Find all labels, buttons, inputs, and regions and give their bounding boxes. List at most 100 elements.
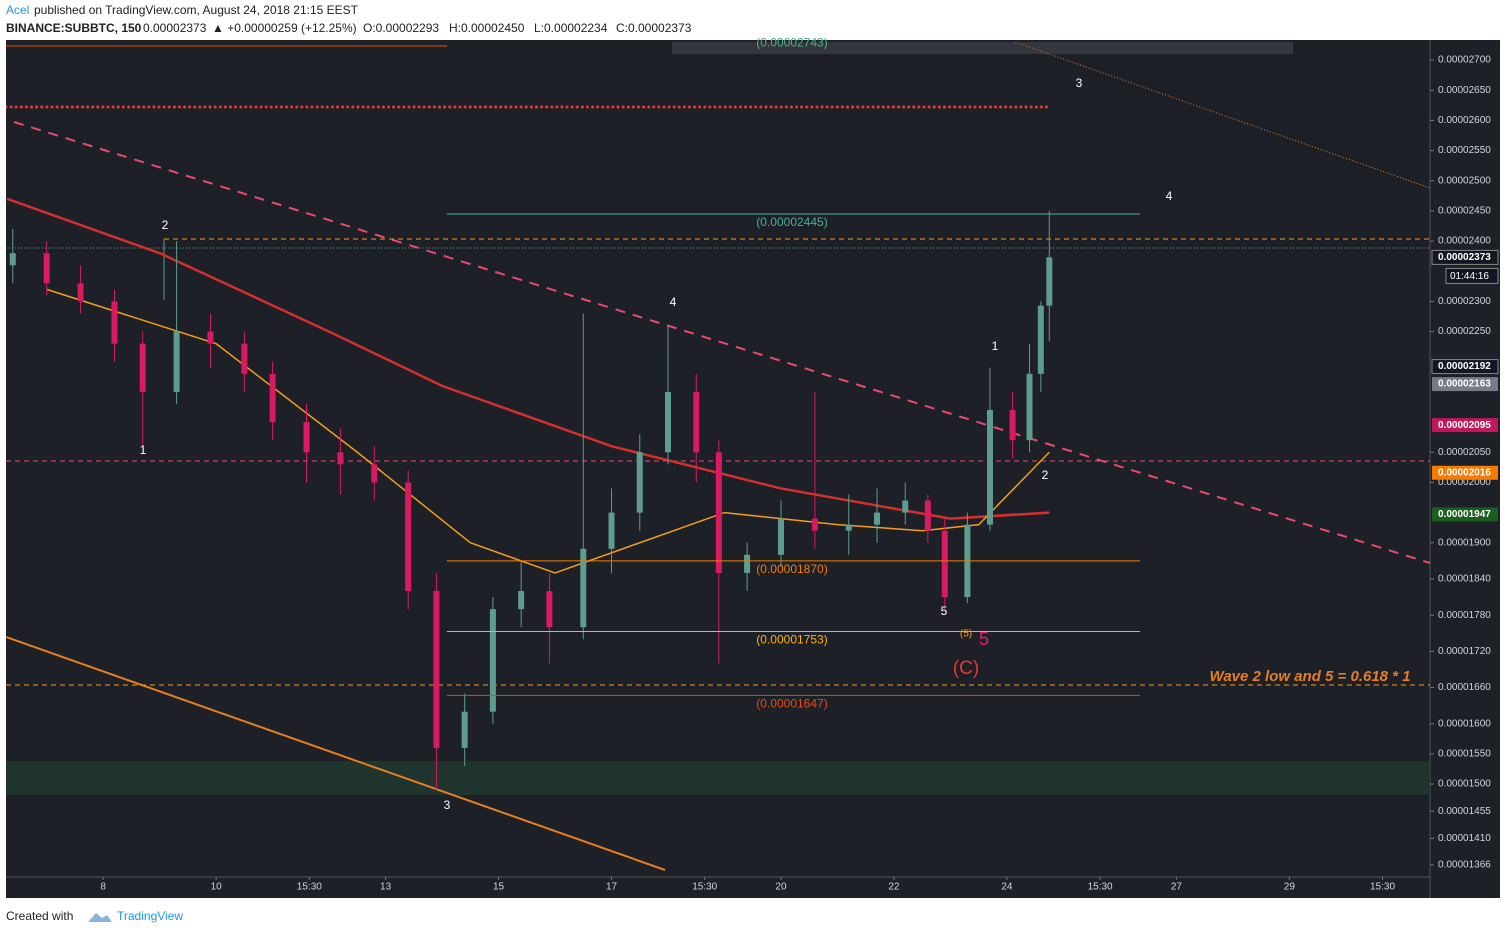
candle-body <box>924 500 931 531</box>
candle-body <box>715 452 722 573</box>
price-badge <box>1432 418 1498 433</box>
price-badge-label: 0.00002095 <box>1438 420 1491 431</box>
level-label: (0.00001647) <box>756 697 827 711</box>
candle-body <box>1026 373 1033 441</box>
candle-body <box>811 518 818 531</box>
y-tick-label: 0.00002300 <box>1438 296 1491 307</box>
wave-label: 1 <box>992 339 999 353</box>
x-tick-label: 29 <box>1284 882 1296 893</box>
candle-body <box>173 331 180 392</box>
dotted-line <box>1014 42 1430 189</box>
y-tick-label: 0.00002250 <box>1438 326 1491 337</box>
candle-body <box>433 591 440 748</box>
y-tick-label: 0.00002400 <box>1438 236 1491 247</box>
y-tick-label: 0.00002500 <box>1438 175 1491 186</box>
y-tick-label: 0.00001550 <box>1438 749 1491 760</box>
candle-body <box>636 452 643 513</box>
tv-logo <box>88 913 112 922</box>
candle-body <box>337 452 344 465</box>
candle-body <box>111 301 118 344</box>
wave-label: (C) <box>953 658 979 679</box>
trend-line <box>13 121 1430 564</box>
x-tick-label: 13 <box>380 882 392 893</box>
x-tick-label: 22 <box>888 882 900 893</box>
y-tick-label: 0.00001840 <box>1438 574 1491 585</box>
y-tick-label: 0.00001410 <box>1438 833 1491 844</box>
y-tick-label: 0.00001366 <box>1438 860 1491 871</box>
candle-body <box>845 524 852 531</box>
candle-body <box>1009 410 1016 441</box>
x-tick-label: 8 <box>100 882 106 893</box>
open: O:0.00002293 <box>363 21 439 35</box>
price-badge <box>1432 507 1498 522</box>
y-tick-label: 0.00001720 <box>1438 646 1491 657</box>
candle-body <box>139 343 146 392</box>
wave-label: 3 <box>1076 76 1083 90</box>
candle-body <box>777 518 784 555</box>
footer-brand[interactable]: TradingView <box>117 909 183 923</box>
candle-body <box>303 422 310 453</box>
support-zone <box>6 761 1430 795</box>
price-badge <box>1432 377 1498 392</box>
price-badge-label: 0.00001947 <box>1438 509 1491 520</box>
moving-average <box>46 288 1050 574</box>
wave-label: 4 <box>670 295 677 309</box>
x-tick-label: 15:30 <box>297 882 322 893</box>
level-label: (0.00001870) <box>756 562 827 576</box>
countdown-bg <box>1445 267 1499 284</box>
candle-body <box>371 464 378 483</box>
wave-label: 2 <box>1042 468 1049 482</box>
low: L:0.00002234 <box>534 21 608 35</box>
price-badge <box>1431 359 1499 375</box>
candle-body <box>241 343 248 374</box>
price-badge-label: 0.00002373 <box>1438 252 1491 263</box>
x-tick-label: 27 <box>1171 882 1183 893</box>
candle-body <box>665 391 672 453</box>
x-tick-label: 20 <box>775 882 787 893</box>
wave-label: 5 <box>941 604 948 618</box>
candle-body <box>874 512 881 525</box>
price-badge <box>1432 465 1498 480</box>
x-tick-label: 10 <box>211 882 223 893</box>
level-label: (0.00001753) <box>756 633 827 647</box>
y-tick-label: 0.00001780 <box>1438 610 1491 621</box>
candle-body <box>902 500 909 513</box>
candle-body <box>405 482 412 592</box>
candle-body <box>269 373 276 423</box>
y-tick-label: 0.00001455 <box>1438 806 1491 817</box>
candle-body <box>608 512 615 549</box>
symbol: BINANCE:SUBBTC, 150 <box>6 21 142 35</box>
level-label: (0.00002743) <box>756 35 827 49</box>
y-tick-label: 0.00002550 <box>1438 145 1491 156</box>
footer-created: Created with <box>6 909 73 923</box>
y-tick-label: 0.00001900 <box>1438 537 1491 548</box>
y-tick-label: 0.00002050 <box>1438 447 1491 458</box>
wave-label: 5 <box>979 629 989 649</box>
y-tick-label: 0.00002700 <box>1438 55 1491 66</box>
candle-body <box>580 548 587 628</box>
x-tick-label: 15:30 <box>1370 882 1395 893</box>
countdown: 01:44:16 <box>1450 271 1489 282</box>
candle-body <box>546 591 553 628</box>
moving-average <box>6 197 1050 520</box>
y-tick-label: 0.00001660 <box>1438 682 1491 693</box>
candle-body <box>518 591 525 610</box>
candle-body <box>489 609 496 712</box>
marks <box>6 197 1140 791</box>
channel-line <box>6 636 666 871</box>
candle-body <box>1037 305 1044 374</box>
price: 0.00002373 <box>143 21 207 35</box>
author[interactable]: Acel <box>6 3 29 17</box>
price-badge-label: 0.00002192 <box>1438 361 1491 372</box>
drawings <box>6 42 1430 871</box>
y-tick-label: 0.00002450 <box>1438 206 1491 217</box>
x-tick-label: 15:30 <box>1088 882 1113 893</box>
y-tick-label: 0.00001600 <box>1438 718 1491 729</box>
y-tick-label: 0.00002650 <box>1438 85 1491 96</box>
y-tick-label: 0.00002600 <box>1438 115 1491 126</box>
candle-body <box>986 410 993 525</box>
candle-body <box>43 253 50 284</box>
x-tick-label: 15:30 <box>692 882 717 893</box>
candle-body <box>744 554 751 573</box>
